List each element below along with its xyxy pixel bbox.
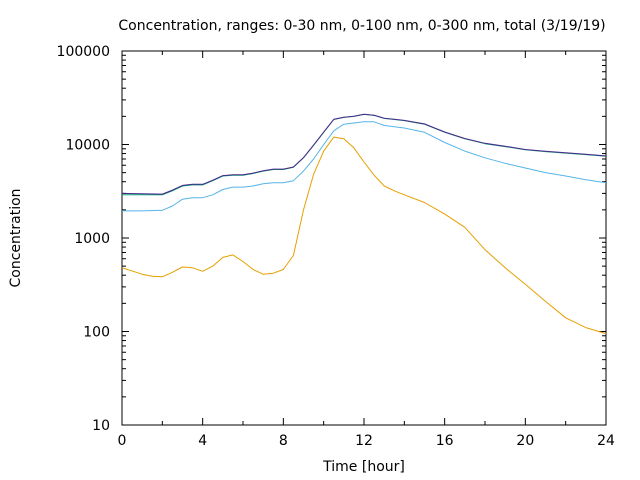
- chart-title: Concentration, ranges: 0-30 nm, 0-100 nm…: [118, 18, 605, 34]
- x-tick-label: 4: [198, 433, 207, 449]
- series-layer: [121, 113, 607, 335]
- x-tick-label: 12: [355, 433, 373, 449]
- y-axis-label: Concentration: [8, 188, 24, 287]
- x-tick-label: 0: [118, 433, 127, 449]
- plot-frame: [121, 50, 607, 426]
- x-tick-label: 24: [597, 433, 615, 449]
- y-tick-label: 1000: [74, 231, 110, 247]
- x-axis-label: Time [hour]: [322, 459, 405, 475]
- x-tick-label: 20: [516, 433, 534, 449]
- series-line-3: [122, 113, 607, 196]
- y-tick-label: 10: [92, 418, 110, 434]
- y-tick-label: 100: [83, 325, 110, 341]
- x-tick-label: 8: [279, 433, 288, 449]
- y-tick-label: 10000: [65, 138, 110, 154]
- series-line-2: [122, 121, 607, 212]
- series-line-1: [121, 136, 607, 335]
- x-axis: 0 4 8 12 16 20 24: [118, 51, 615, 449]
- y-tick-label: 100000: [57, 44, 110, 60]
- x-tick-label: 16: [436, 433, 454, 449]
- series-line-4: [121, 113, 607, 195]
- y-axis: 10 100 1000 10000 100000: [57, 44, 606, 434]
